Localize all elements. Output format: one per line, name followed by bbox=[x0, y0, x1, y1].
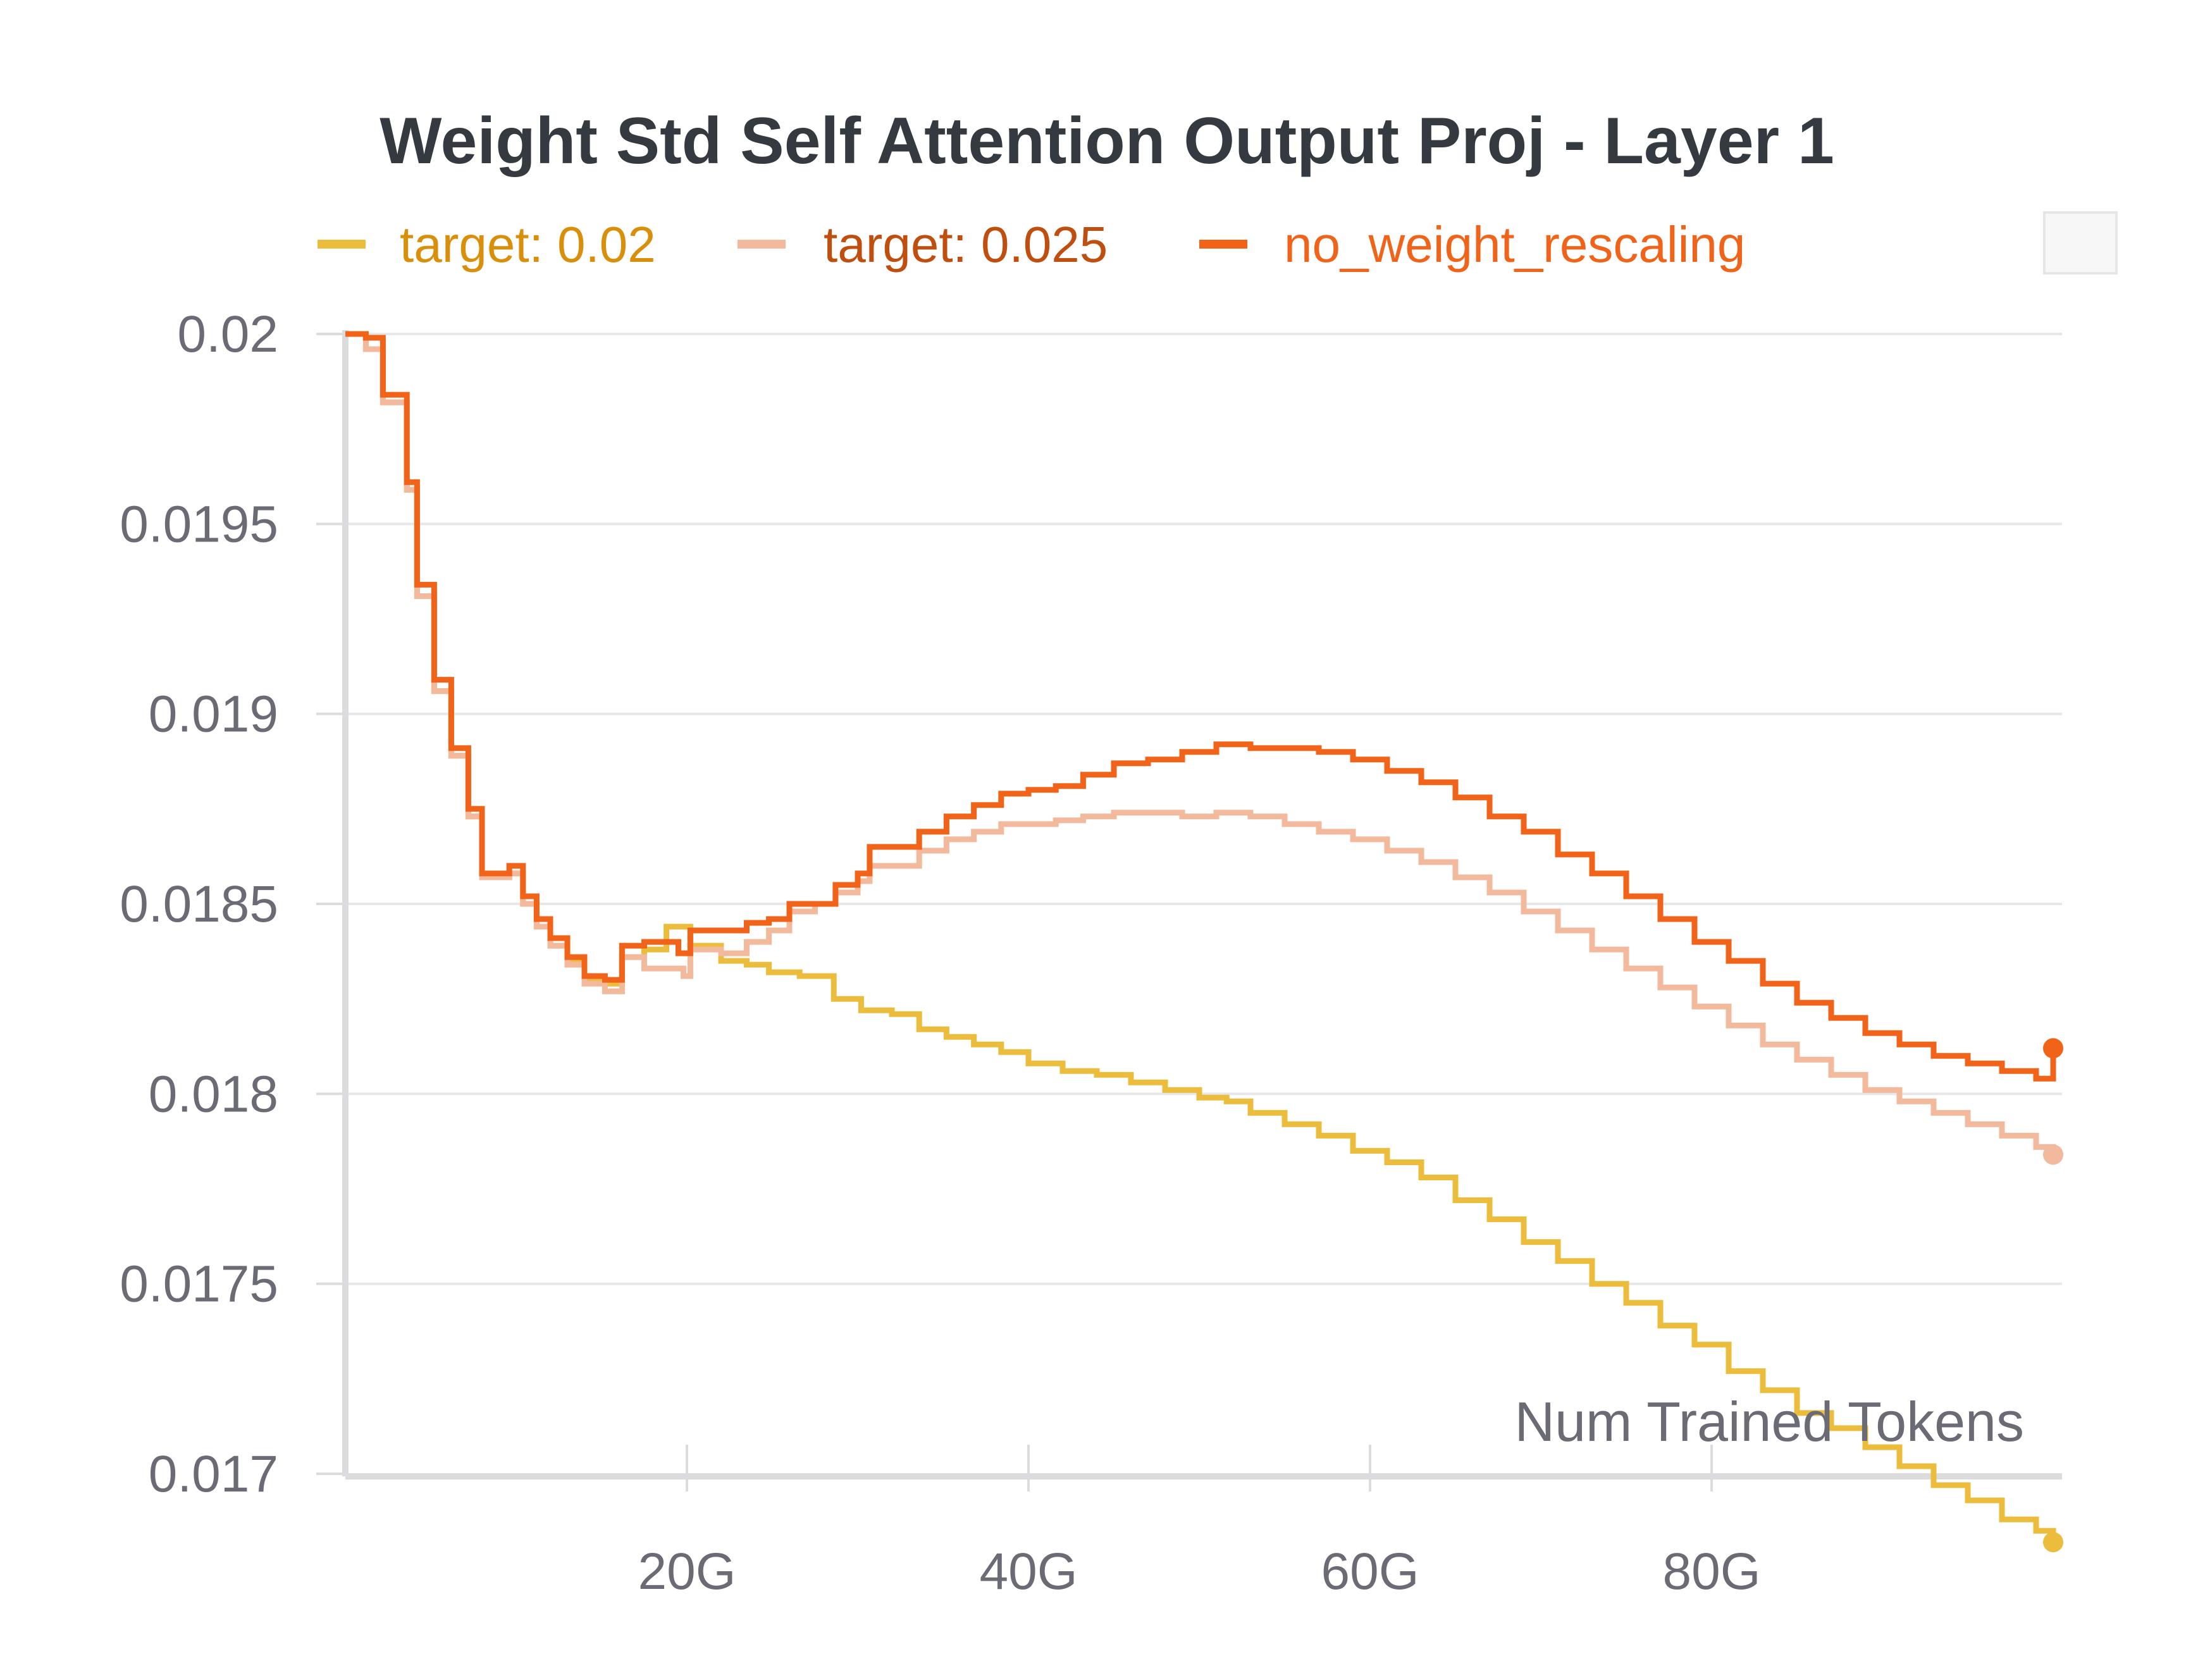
chart-title: Weight Std Self Attention Output Proj - … bbox=[380, 104, 1834, 178]
tick-labels: 0.02 0.0195 0.019 0.0185 0.018 0.0175 0.017 20G… bbox=[120, 306, 1760, 1600]
legend-label-target-002: target: 0.02 bbox=[400, 216, 656, 273]
y-tick-label: 0.018 bbox=[149, 1065, 278, 1123]
y-tick-label: 0.019 bbox=[149, 686, 278, 743]
series-endpoints bbox=[2043, 1038, 2063, 1553]
legend-scroll-box[interactable] bbox=[2043, 211, 2118, 275]
y-tick-label: 0.02 bbox=[177, 306, 278, 363]
series-lines bbox=[345, 331, 2056, 1543]
series-endpoint-target-0-025[interactable] bbox=[2043, 1144, 2063, 1165]
series-line-target-0-025[interactable] bbox=[345, 331, 2056, 1155]
legend-item-target-002[interactable]: target: 0.02 bbox=[318, 216, 656, 273]
legend-item-target-0025[interactable]: target: 0.025 bbox=[738, 216, 1108, 273]
axes bbox=[316, 330, 2062, 1492]
series-endpoint-no-weight-rescaling[interactable] bbox=[2043, 1038, 2063, 1059]
y-tick-label: 0.0195 bbox=[120, 495, 278, 553]
y-tick-label: 0.017 bbox=[149, 1445, 278, 1503]
legend-label-no-weight-rescaling: no_weight_rescaling bbox=[1284, 216, 1745, 273]
x-tick-label: 40G bbox=[980, 1543, 1078, 1600]
x-axis-title: Num Trained Tokens bbox=[1515, 1390, 2024, 1453]
y-tick-label: 0.0185 bbox=[120, 875, 278, 933]
legend-label-target-0025: target: 0.025 bbox=[824, 216, 1108, 273]
grid bbox=[345, 333, 2062, 1285]
legend: target: 0.02 target: 0.025 no_weight_res… bbox=[318, 211, 2118, 275]
series-line-no-weight-rescaling[interactable] bbox=[345, 331, 2056, 1082]
legend-item-no-weight-rescaling[interactable]: no_weight_rescaling bbox=[1199, 216, 1745, 273]
x-tick-label: 80G bbox=[1663, 1543, 1761, 1600]
y-tick-label: 0.0175 bbox=[120, 1256, 278, 1313]
series-line-target-0-02[interactable] bbox=[345, 331, 2056, 1543]
series-endpoint-target-0-02[interactable] bbox=[2043, 1532, 2063, 1553]
x-tick-label: 20G bbox=[638, 1543, 736, 1600]
x-tick-label: 60G bbox=[1321, 1543, 1419, 1600]
